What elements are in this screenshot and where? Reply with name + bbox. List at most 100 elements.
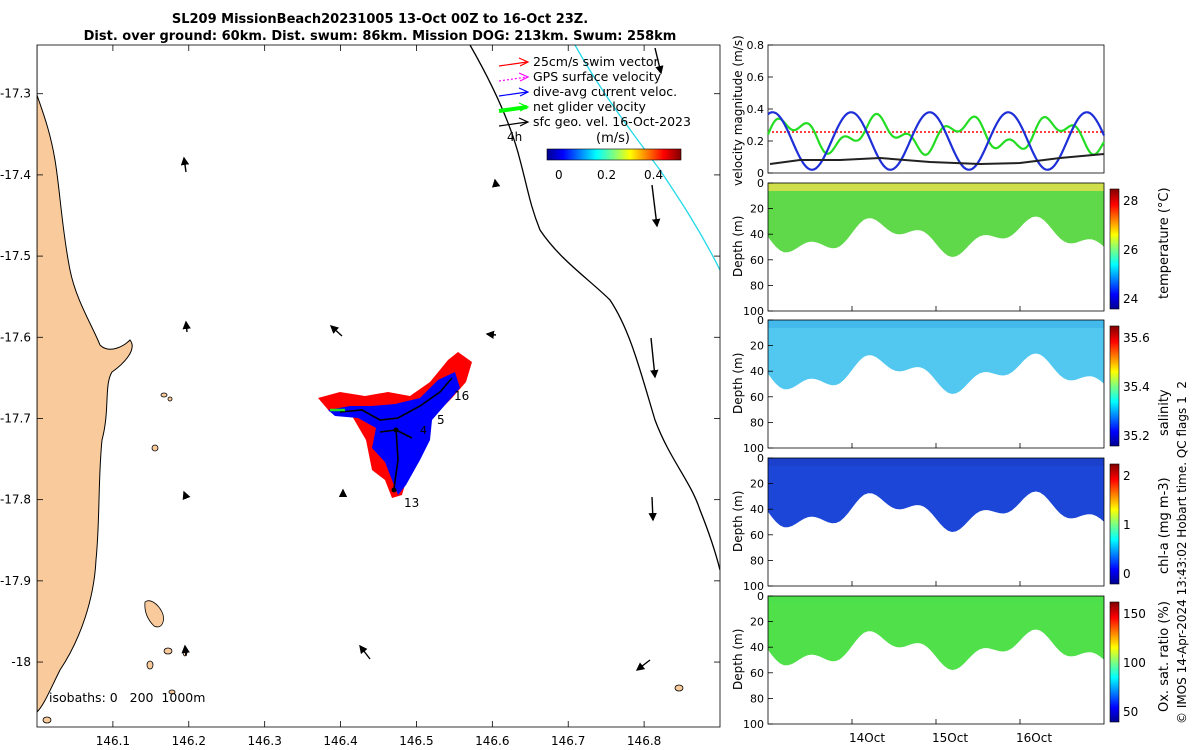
section-panel-salinity: 0 20 40 60 80 100 Depth (m) 35.6 35.4 35.2 salinit… bbox=[731, 314, 1172, 455]
depth-tick-label: 40 bbox=[750, 503, 764, 516]
depth-axis-label: Depth (m) bbox=[731, 216, 745, 277]
lon-tick-label: 146.2 bbox=[172, 734, 206, 748]
map-axes-frame bbox=[36, 44, 721, 728]
depth-tick-label: 0 bbox=[757, 452, 764, 465]
velocity-panel: 0 0.2 0.4 0.6 0.8 velocity magnitude (m/s) bbox=[731, 35, 1106, 186]
geostrophic-velocity-line bbox=[769, 153, 1105, 166]
coastline-land bbox=[37, 45, 133, 713]
section-panel-temperature: 0 20 40 60 80 100 Depth (m) 28 26 24 temperature (… bbox=[731, 177, 1172, 318]
colorbar-tick-0.2: 0.2 bbox=[597, 168, 616, 182]
velocity-ylabel: velocity magnitude (m/s) bbox=[731, 35, 745, 186]
lat-tick-label: -17.8 bbox=[0, 493, 31, 507]
time-axis: 14Oct 15Oct 16Oct bbox=[849, 731, 1052, 745]
depth-tick-label: 60 bbox=[750, 529, 764, 542]
speed-colorbar bbox=[546, 148, 682, 161]
dive-avg-current-line bbox=[767, 111, 1106, 171]
colorbar-tick-label: 35.6 bbox=[1123, 331, 1150, 345]
colorbar-tick-label: 24 bbox=[1123, 292, 1138, 306]
isobath-note: isobaths: 0 200 1000m bbox=[49, 690, 205, 705]
legend-arrowhead-1 bbox=[518, 72, 530, 82]
section-fill bbox=[768, 320, 1104, 394]
colorbar-tick-label: 1 bbox=[1123, 518, 1131, 532]
colorbar-axis-label: chl-a (mg m-3) bbox=[1157, 477, 1172, 574]
depth-tick-label: 20 bbox=[750, 340, 764, 353]
colorbar-axis-label: Ox. sat. ratio (%) bbox=[1157, 601, 1172, 712]
depth-tick-label: 100 bbox=[743, 580, 764, 593]
depth-tick-label: 40 bbox=[750, 228, 764, 241]
track-label-5: 5 bbox=[437, 413, 445, 427]
legend-swatch-4 bbox=[498, 121, 528, 127]
chart-title: SL209 MissionBeach20231005 13-Oct 00Z to… bbox=[171, 12, 589, 27]
track-label-16: 16 bbox=[454, 389, 469, 403]
legend-swatch-0 bbox=[498, 61, 528, 67]
lon-tick-label: 146.6 bbox=[475, 734, 509, 748]
section-fill bbox=[768, 596, 1104, 670]
track-label-13: 13 bbox=[404, 496, 419, 510]
lon-tick-label: 146.1 bbox=[96, 734, 130, 748]
geostrophic-vectors bbox=[180, 47, 664, 671]
section-colorbar bbox=[1109, 188, 1120, 310]
legend-label-3: net glider velocity bbox=[533, 99, 647, 114]
depth-tick-label: 0 bbox=[757, 314, 764, 327]
depth-tick-label: 80 bbox=[750, 416, 764, 429]
lat-tick-label: -17.9 bbox=[0, 574, 31, 588]
colorbar-tick-label: 0 bbox=[1123, 567, 1131, 581]
lat-tick-label: -17.3 bbox=[0, 87, 31, 101]
lon-tick-label: 146.8 bbox=[627, 734, 661, 748]
section-surface-layer bbox=[768, 183, 1104, 191]
section-colorbar bbox=[1109, 601, 1120, 723]
section-fill bbox=[768, 183, 1104, 257]
colorbar-tick-label: 150 bbox=[1123, 607, 1146, 621]
depth-tick-label: 60 bbox=[750, 254, 764, 267]
legend-swatch-1 bbox=[498, 76, 528, 82]
colorbar-title: (m/s) bbox=[596, 131, 630, 146]
legend-arrowhead-0 bbox=[518, 57, 530, 67]
vel-tick-label: 0.8 bbox=[747, 39, 765, 52]
colorbar-axis-label: salinity bbox=[1157, 389, 1172, 436]
colorbar-tick-label: 50 bbox=[1123, 705, 1138, 719]
depth-tick-label: 40 bbox=[750, 365, 764, 378]
lat-tick-label: -17.5 bbox=[0, 249, 31, 263]
legend-arrowhead-3 bbox=[518, 102, 530, 112]
depth-tick-label: 20 bbox=[750, 203, 764, 216]
isobath-200m bbox=[469, 45, 720, 571]
lon-tick-label: 146.3 bbox=[247, 734, 281, 748]
depth-tick-label: 100 bbox=[743, 442, 764, 455]
vel-tick-label: 0 bbox=[757, 167, 764, 180]
colorbar-tick-label: 2 bbox=[1123, 469, 1131, 483]
section-surface-layer bbox=[768, 596, 1104, 604]
lat-tick-label: -18 bbox=[11, 655, 31, 669]
depth-axis-label: Depth (m) bbox=[731, 629, 745, 690]
map-panel: 16 5 4 13 146.1 146.2 146.3 146.4 146.5 146.6… bbox=[0, 44, 721, 748]
vel-tick-label: 0.2 bbox=[747, 135, 765, 148]
section-fill bbox=[768, 458, 1104, 532]
depth-tick-label: 60 bbox=[750, 667, 764, 680]
isobath-1000m bbox=[574, 45, 720, 271]
track-label-4: 4 bbox=[420, 424, 427, 437]
section-colorbar bbox=[1109, 325, 1120, 447]
colorbar-tick-label: 100 bbox=[1123, 656, 1146, 670]
depth-tick-label: 80 bbox=[750, 554, 764, 567]
time-tick-15Oct: 15Oct bbox=[932, 731, 968, 745]
time-tick-16Oct: 16Oct bbox=[1016, 731, 1052, 745]
vel-tick-label: 0.6 bbox=[747, 71, 765, 84]
legend-arrowhead-4 bbox=[518, 117, 530, 127]
section-colorbar bbox=[1109, 463, 1120, 585]
vel-tick-label: 0.4 bbox=[747, 103, 765, 116]
section-panel-chl-a: 0 20 40 60 80 100 Depth (m) 2 1 0 chl-a (mg m-3) bbox=[731, 452, 1172, 593]
depth-tick-label: 40 bbox=[750, 641, 764, 654]
legend-label-4: sfc geo. vel. 16-Oct-2023 bbox=[533, 114, 691, 129]
legend-label-0: 25cm/s swim vector bbox=[533, 54, 660, 69]
colorbar-tick-label: 35.2 bbox=[1123, 429, 1150, 443]
colorbar-tick-0: 0 bbox=[555, 168, 563, 182]
imos-side-note: © IMOS 14-Apr-2024 13:43:02 Hobart time.… bbox=[1175, 381, 1189, 724]
depth-tick-label: 0 bbox=[757, 177, 764, 190]
colorbar-tick-0.4: 0.4 bbox=[644, 168, 663, 182]
legend-label-2: dive-avg current veloc. bbox=[533, 84, 677, 99]
lat-tick-label: -17.6 bbox=[0, 330, 31, 344]
colorbar-axis-label: temperature (°C) bbox=[1157, 187, 1172, 299]
legend-arrowhead-2 bbox=[518, 87, 530, 97]
time-tick-14Oct: 14Oct bbox=[849, 731, 885, 745]
